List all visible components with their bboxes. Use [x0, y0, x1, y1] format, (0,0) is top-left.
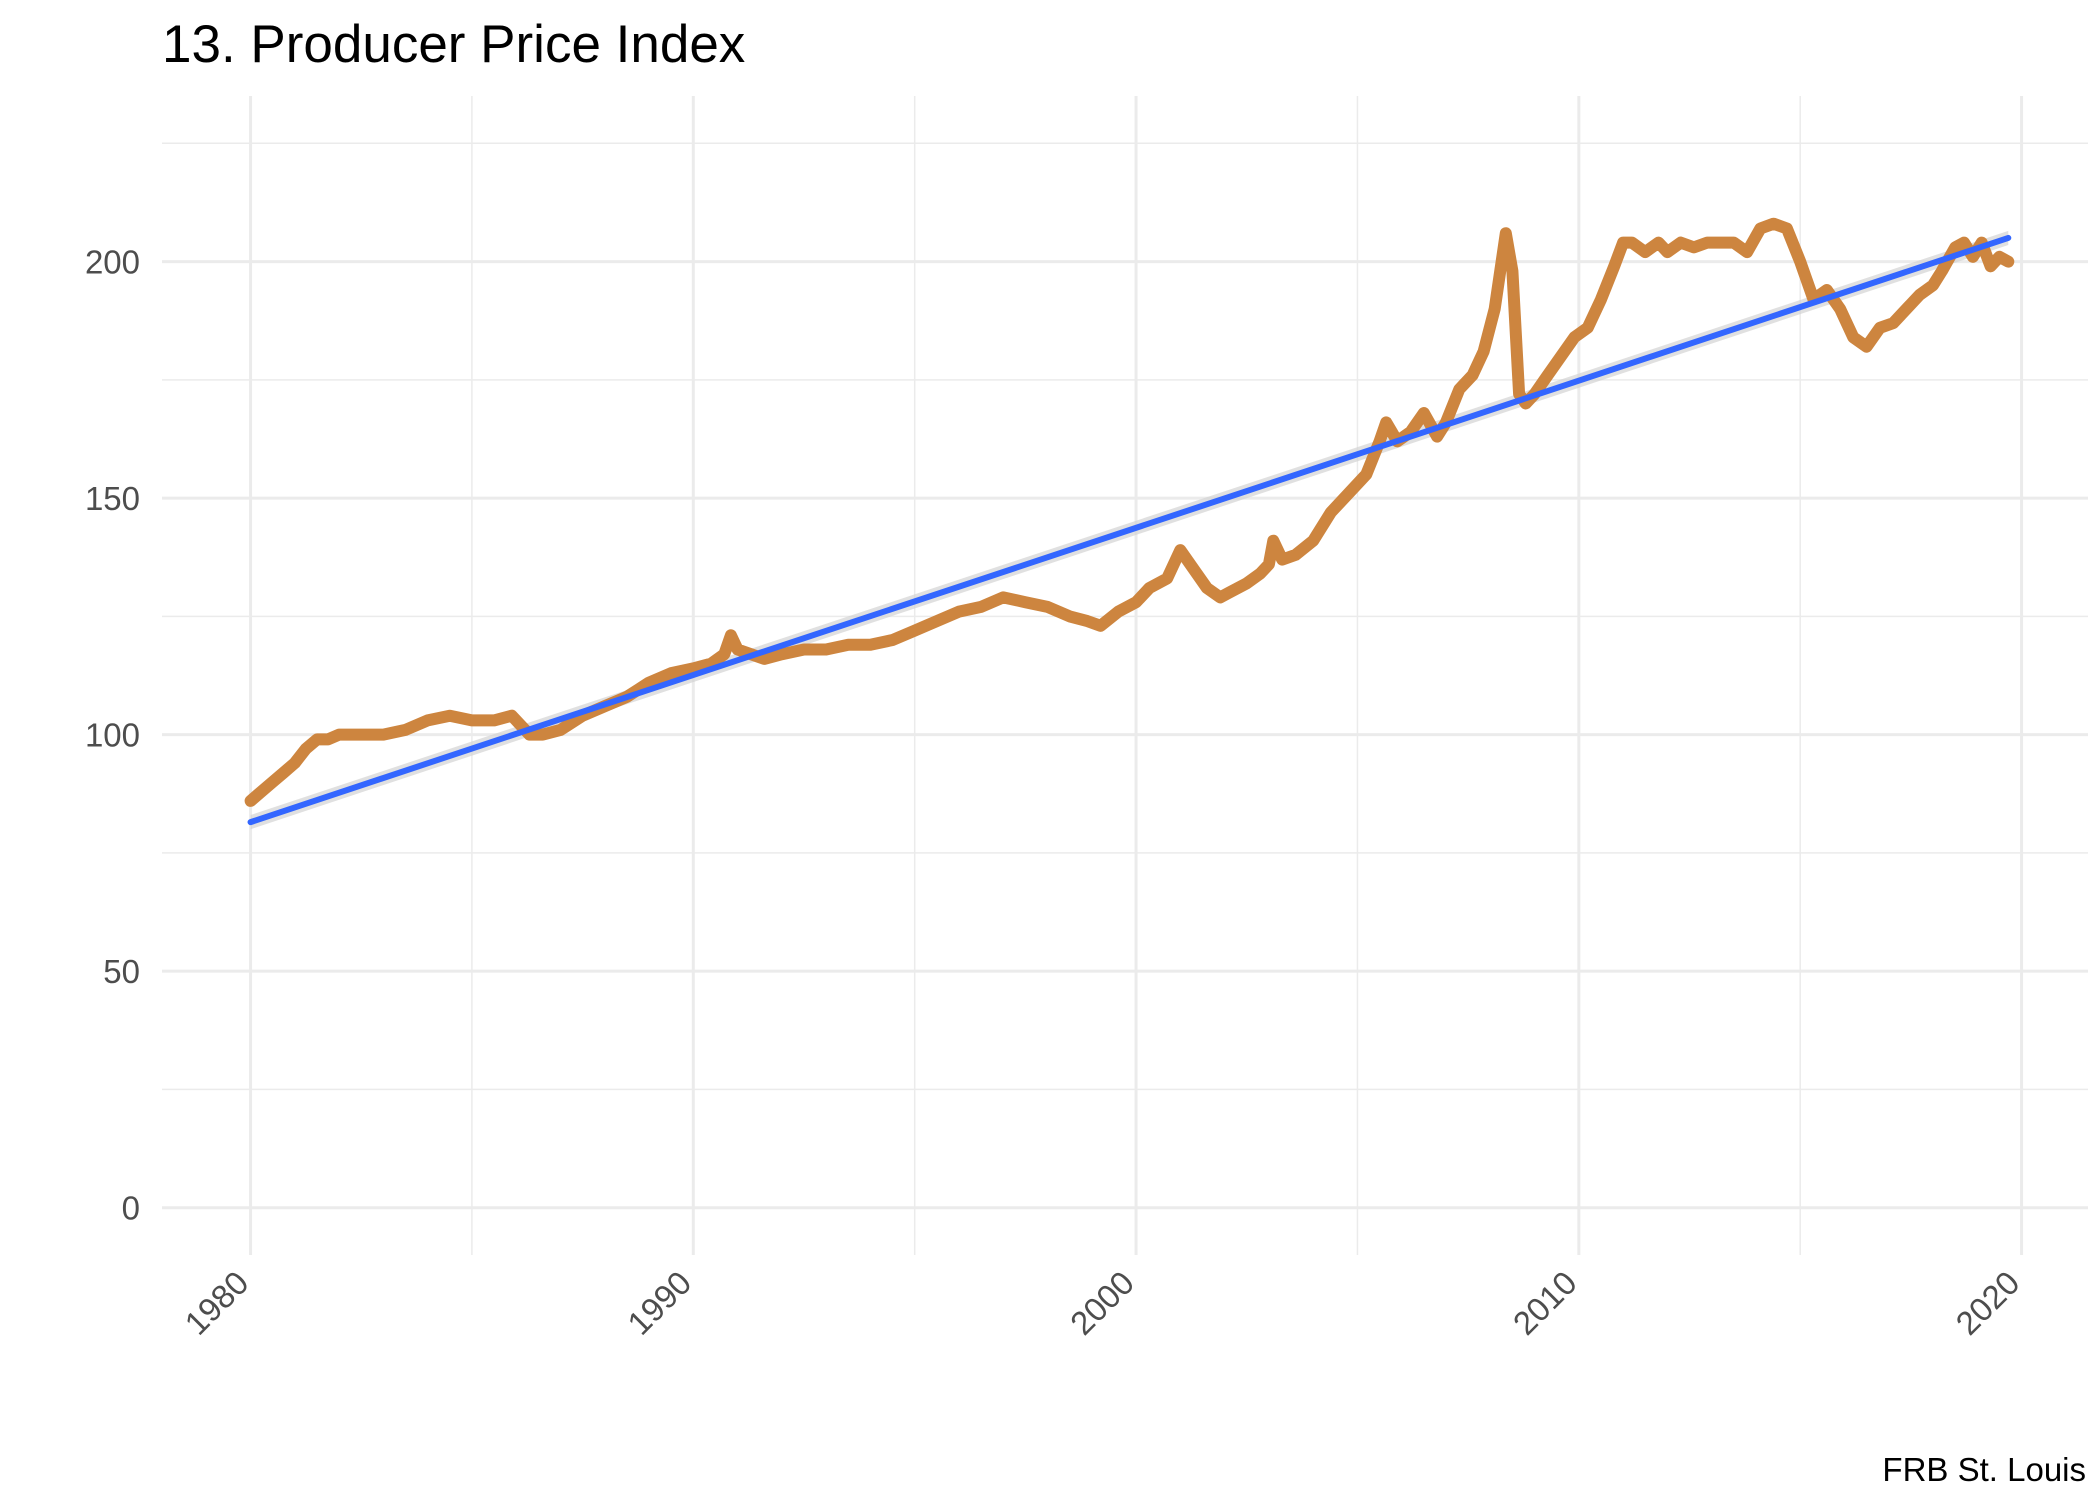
series-layer — [244, 217, 2015, 807]
linear-trend-line — [247, 234, 2012, 826]
y-tick-label: 50 — [103, 953, 140, 990]
y-axis-tick-labels: 0 50 100 150 200 — [85, 244, 140, 1227]
y-tick-label: 150 — [85, 480, 140, 517]
trend-layer — [247, 234, 2012, 826]
ppi-series-line — [244, 217, 2015, 807]
x-tick-label: 1980 — [177, 1264, 255, 1342]
y-tick-label: 0 — [122, 1190, 140, 1227]
x-tick-label: 2020 — [1948, 1264, 2026, 1342]
x-axis-tick-labels: 1980 1990 2000 2010 2020 — [177, 1264, 2026, 1342]
y-tick-label: 100 — [85, 717, 140, 754]
source-caption: FRB St. Louis — [1882, 1451, 2086, 1488]
chart-title: 13. Producer Price Index — [162, 15, 746, 74]
y-tick-label: 200 — [85, 244, 140, 281]
grid-lines — [162, 96, 2088, 1255]
x-tick-label: 2010 — [1506, 1264, 1584, 1342]
x-tick-label: 2000 — [1063, 1264, 1141, 1342]
x-tick-label: 1990 — [620, 1264, 698, 1342]
